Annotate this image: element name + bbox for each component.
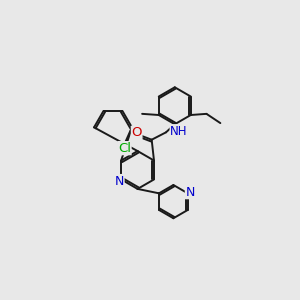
Text: N: N [115, 175, 124, 188]
Text: N: N [185, 186, 195, 199]
Text: NH: NH [170, 125, 188, 138]
Text: Cl: Cl [118, 142, 131, 155]
Text: O: O [131, 126, 142, 139]
